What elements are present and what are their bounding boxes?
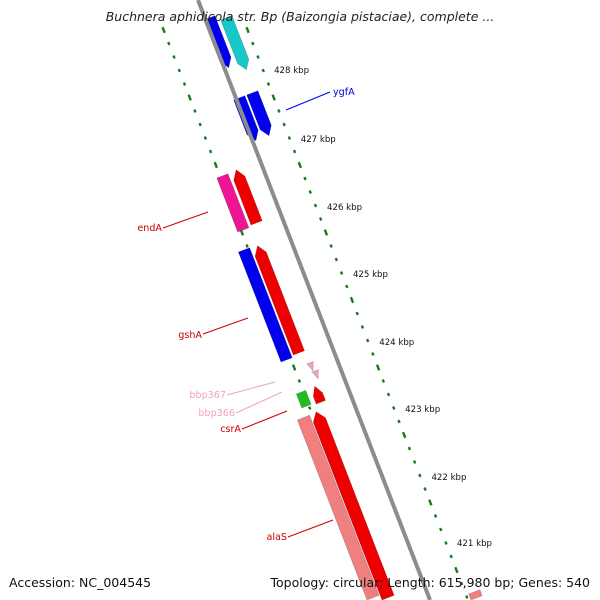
summary-text: Topology: circular; Length: 615,980 bp; … [270,575,591,590]
gene-arrow-endA [216,173,250,233]
gene-leader-line [241,410,288,430]
gene-arrow [246,90,272,137]
gene-label-bbp367: bbp367 [189,390,226,401]
tick-tracks [161,26,469,599]
tick-labels: 428 kbp 427 kbp 426 kbp 425 kbp 424 kbp 423 k… [274,66,492,549]
tick-label: 427 kbp [301,135,336,145]
tick-label: 422 kbp [431,473,466,483]
gene-leader-line [202,317,249,335]
tick-label: 426 kbp [327,203,362,213]
gene-arrow-alaS [297,414,380,600]
gene-labels: ygfA endA gshA bbp367 bbp366 csrA alaS [137,87,355,543]
accession-text: Accession: NC_004545 [9,575,152,590]
gene-leader-line [285,91,331,111]
tick-label: 428 kbp [274,66,309,76]
gene-leader-line [162,211,209,229]
right-tick-track [245,26,469,599]
gene-arrow [254,245,305,356]
map-title: Buchnera aphidicola str. Bp (Baizongia p… [105,9,495,24]
gene-track [203,15,483,600]
gene-arrow-bbp366 [311,368,319,380]
gene-arrow-gshA [238,247,293,363]
tick-label: 424 kbp [379,338,414,348]
gene-arrow [468,589,483,600]
tick-label: 421 kbp [457,539,492,549]
gene-leader-line [235,391,283,414]
tick-label: 425 kbp [353,270,388,280]
gene-label-alaS: alaS [266,532,287,543]
gene-leader-line [287,519,334,538]
tick-label: 423 kbp [405,405,440,415]
gene-label-gshA: gshA [178,330,202,341]
gene-label-endA: endA [137,223,162,234]
gene-label-csrA: csrA [220,424,241,435]
gene-arrow [220,15,250,71]
gene-leader-line [226,381,276,396]
gene-arrow [233,169,263,226]
gene-arrow [312,411,395,600]
gene-arrow [312,385,326,405]
genome-backbone [196,0,432,600]
gene-arrow-bbp367 [306,360,314,372]
gene-label-bbp366: bbp366 [198,408,235,419]
gene-arrow-csrA [295,390,312,409]
gene-label-ygfA: ygfA [333,87,355,98]
